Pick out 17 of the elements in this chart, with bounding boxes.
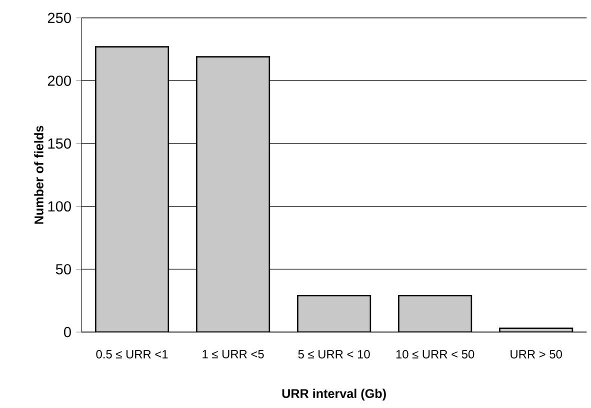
bar bbox=[297, 295, 372, 332]
x-tick-label: 5 ≤ URR < 10 bbox=[298, 350, 370, 359]
bar bbox=[196, 56, 270, 332]
x-tick-label: 10 ≤ URR < 50 bbox=[396, 350, 474, 359]
x-tick-label: URR > 50 bbox=[510, 350, 562, 359]
y-tick-label: 0 bbox=[64, 327, 71, 338]
x-tick-label: 0.5 ≤ URR <1 bbox=[96, 350, 168, 359]
y-tick-label: 250 bbox=[48, 12, 71, 24]
y-tick-label: 100 bbox=[48, 201, 71, 212]
bar bbox=[95, 46, 170, 332]
y-tick-label: 200 bbox=[48, 76, 71, 86]
bar bbox=[398, 295, 472, 332]
y-tick-label: 50 bbox=[56, 264, 71, 275]
x-axis-title: URR interval (Gb) bbox=[282, 388, 386, 401]
x-tick-label: 1 ≤ URR <5 bbox=[202, 350, 264, 359]
y-tick-label: 150 bbox=[48, 138, 71, 149]
y-axis-title: Number of fields bbox=[34, 126, 44, 224]
